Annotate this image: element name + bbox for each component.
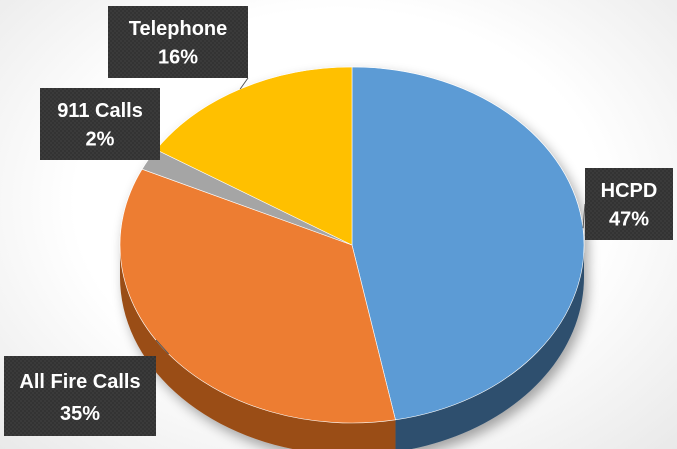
data-label-hcpd: HCPD 47%: [585, 168, 673, 240]
data-label-name-telephone: Telephone: [129, 18, 228, 40]
data-label-telephone: Telephone 16%: [108, 6, 248, 78]
data-label-name-911-calls: 911 Calls: [57, 100, 143, 122]
data-label-percent-telephone: 16%: [158, 47, 198, 69]
data-label-percent-all-fire-calls: 35%: [60, 403, 100, 425]
data-label-911-calls: 911 Calls 2%: [40, 88, 160, 160]
pie-slice-hcpd: [351, 66, 585, 421]
data-label-box-hcpd: [585, 168, 673, 240]
data-label-box-all-fire-calls: [4, 356, 156, 436]
pie-side-all-fire-calls: [120, 245, 396, 449]
data-label-box-telephone: [108, 6, 248, 78]
pie-side-hcpd: [395, 245, 584, 449]
data-label-name-all-fire-calls: All Fire Calls: [19, 371, 140, 393]
pie-slice-all-fire-calls: [119, 168, 396, 424]
leader-line-telephone: [239, 77, 249, 90]
data-label-all-fire-calls: All Fire Calls 35%: [4, 356, 156, 436]
leader-line-hcpd: [582, 203, 586, 229]
data-label-box-911-calls: [40, 88, 160, 160]
data-label-percent-hcpd: 47%: [609, 209, 649, 231]
data-label-name-hcpd: HCPD: [601, 180, 658, 202]
data-label-percent-911-calls: 2%: [86, 129, 115, 151]
pie-slice-telephone: [155, 66, 353, 246]
leader-line-all-fire-calls: [155, 339, 170, 355]
